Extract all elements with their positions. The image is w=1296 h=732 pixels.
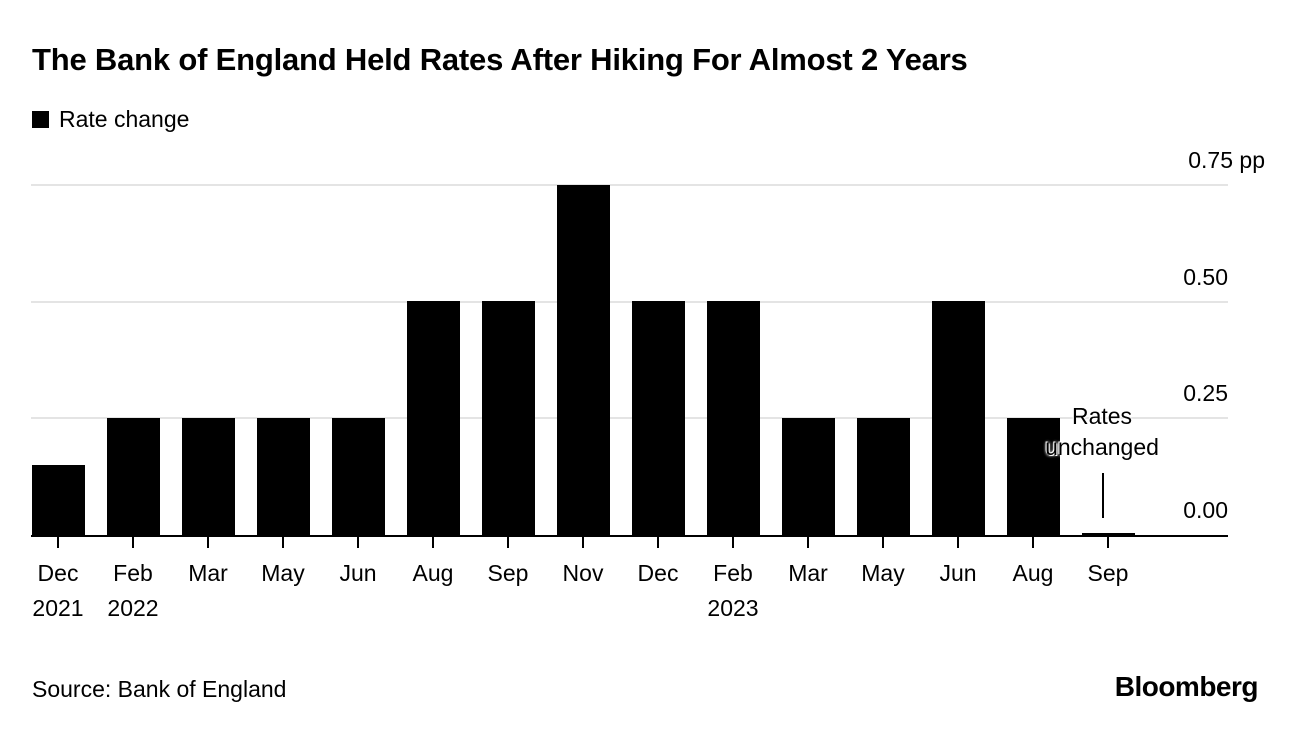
chart-title: The Bank of England Held Rates After Hik… bbox=[32, 42, 968, 77]
x-axis-label-month: Sep bbox=[1087, 560, 1129, 586]
legend-label: Rate change bbox=[59, 106, 190, 132]
legend: Rate change bbox=[32, 108, 189, 131]
x-axis-tick bbox=[582, 537, 584, 548]
x-axis-tick bbox=[1032, 537, 1034, 548]
bar-Aug bbox=[406, 301, 460, 535]
annotation-rates-unchanged: Rates unchanged bbox=[1017, 401, 1187, 463]
bar-May bbox=[856, 418, 910, 535]
x-axis-label-month: Feb bbox=[713, 560, 753, 586]
x-axis-label-month: Mar bbox=[788, 560, 828, 586]
annotation-pointer-line bbox=[1102, 473, 1104, 518]
x-axis-label-month: Aug bbox=[1012, 560, 1054, 586]
x-axis-label-month: May bbox=[861, 560, 905, 586]
bar-Feb-2022 bbox=[106, 418, 160, 535]
bar-Feb-2023 bbox=[706, 301, 760, 535]
y-axis-label-0.25: 0.25 bbox=[1183, 380, 1228, 407]
x-axis-label-year: 2023 bbox=[707, 595, 759, 621]
x-axis-tick bbox=[807, 537, 809, 548]
bar-Dec bbox=[631, 301, 685, 535]
bar-May bbox=[256, 418, 310, 535]
x-axis-tick bbox=[882, 537, 884, 548]
x-axis-label-month: Mar bbox=[188, 560, 228, 586]
x-axis-label-month: Aug bbox=[412, 560, 454, 586]
x-axis-label-month: Sep bbox=[487, 560, 529, 586]
x-axis-tick bbox=[57, 537, 59, 548]
source-credit: Source: Bank of England bbox=[32, 676, 287, 702]
x-axis-label-month: May bbox=[261, 560, 305, 586]
x-axis-label-month: Jun bbox=[339, 560, 377, 586]
x-axis-label-month: Nov bbox=[562, 560, 604, 586]
legend-swatch-icon bbox=[32, 111, 49, 128]
y-axis-label-0.50: 0.50 bbox=[1183, 263, 1228, 290]
bar-Nov bbox=[556, 185, 610, 535]
x-axis-label-year: 2022 bbox=[107, 595, 159, 621]
x-axis-tick bbox=[207, 537, 209, 548]
x-axis-label-year: 2021 bbox=[32, 595, 84, 621]
gridline-0.25 bbox=[31, 417, 1228, 420]
gridline-0.75 bbox=[31, 183, 1228, 186]
annotation-line-2: unchanged bbox=[1045, 434, 1159, 460]
x-axis-tick bbox=[282, 537, 284, 548]
y-axis-label-0.00: 0.00 bbox=[1183, 497, 1228, 523]
x-axis-label-month: Dec bbox=[637, 560, 679, 586]
x-axis-tick bbox=[432, 537, 434, 548]
x-axis-line bbox=[31, 535, 1228, 537]
bar-Aug bbox=[1006, 418, 1060, 535]
gridline-0.50 bbox=[31, 300, 1228, 303]
x-axis-tick bbox=[957, 537, 959, 548]
x-axis-label-month: Feb bbox=[113, 560, 153, 586]
x-axis-tick bbox=[657, 537, 659, 548]
y-axis-label-0.75: 0.75 pp bbox=[1188, 146, 1265, 173]
x-axis-tick bbox=[357, 537, 359, 548]
bar-Jun bbox=[331, 418, 385, 535]
x-axis-label-month: Jun bbox=[939, 560, 977, 586]
x-axis-tick bbox=[507, 537, 509, 548]
annotation-line-1: Rates bbox=[1071, 403, 1133, 429]
x-axis-tick bbox=[1107, 537, 1109, 548]
bloomberg-logo: Bloomberg bbox=[1114, 671, 1259, 702]
x-axis-tick bbox=[732, 537, 734, 548]
x-axis-tick bbox=[132, 537, 134, 548]
bar-Mar bbox=[181, 418, 235, 535]
bar-Mar bbox=[781, 418, 835, 535]
bar-Dec-2021 bbox=[31, 465, 85, 535]
bar-Sep bbox=[481, 301, 535, 535]
bar-Jun bbox=[931, 301, 985, 535]
x-axis-label-month: Dec bbox=[37, 560, 79, 586]
